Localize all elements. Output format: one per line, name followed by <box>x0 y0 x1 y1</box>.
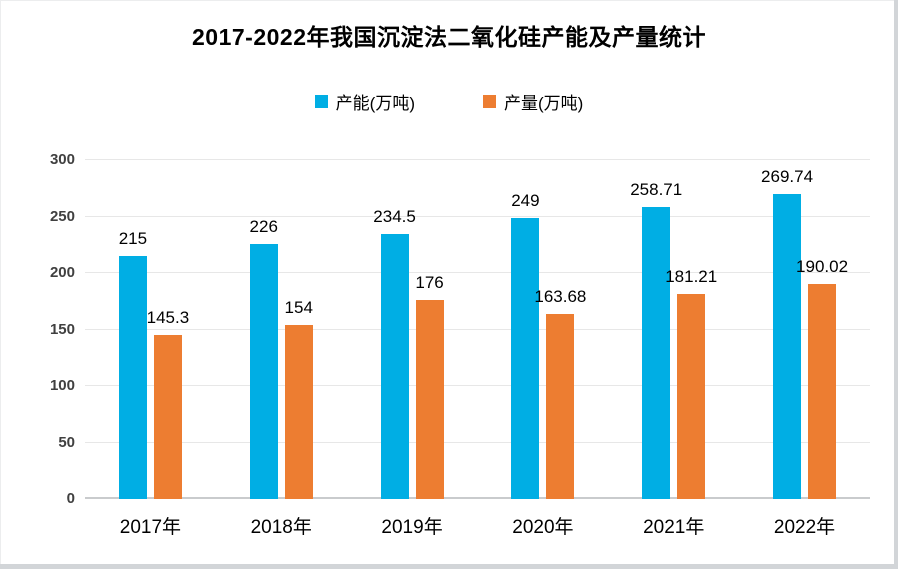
x-tick-label: 2017年 <box>119 517 182 538</box>
output-value-label: 181.21 <box>665 267 718 287</box>
output-bar-slot: 154 <box>285 160 313 499</box>
output-bar-slot: 190.02 <box>796 160 848 499</box>
output-value-label: 176 <box>415 273 444 293</box>
y-tick-label: 50 <box>58 433 75 451</box>
capacity-bar-slot: 269.74 <box>761 160 813 499</box>
capacity-value-label: 226 <box>249 216 278 236</box>
gridline <box>85 159 870 160</box>
y-tick-label: 300 <box>49 151 75 168</box>
legend: 产能(万吨) 产量(万吨) <box>0 89 898 114</box>
y-tick-label: 250 <box>49 207 75 225</box>
bar-group-0: 215 145.3 <box>85 160 216 499</box>
capacity-value-label: 269.74 <box>761 167 814 187</box>
capacity-bar-5 <box>773 194 802 499</box>
capacity-bar-0 <box>118 256 147 499</box>
capacity-bar-slot: 215 <box>119 160 147 499</box>
gridline <box>85 441 870 443</box>
bar-group-4: 258.71 181.21 <box>608 160 739 499</box>
bar-group-3: 249 163.68 <box>477 160 608 499</box>
capacity-legend-swatch-icon <box>314 95 328 108</box>
gridline <box>85 215 870 217</box>
capacity-bar-1 <box>249 243 278 499</box>
bar-group-1: 226 154 <box>216 160 347 499</box>
output-bar-4 <box>677 294 706 499</box>
legend-label-capacity: 产能(万吨) <box>335 94 415 113</box>
legend-item-output: 产量(万吨) <box>483 89 583 114</box>
capacity-bar-3 <box>511 217 540 499</box>
bar-groups: 215 145.3 226 154 234.5 176 249 163.68 258.71 181… <box>85 160 870 499</box>
y-tick-label: 200 <box>49 264 75 282</box>
capacity-value-label: 258.71 <box>630 179 683 199</box>
x-tick-label: 2021年 <box>643 517 705 538</box>
plot-area: 215 145.3 226 154 234.5 176 249 163.68 258.71 181… <box>85 159 870 499</box>
capacity-value-label: 234.5 <box>373 207 416 227</box>
capacity-bar-slot: 226 <box>250 160 278 499</box>
x-tick-label: 2018年 <box>250 517 312 538</box>
legend-item-capacity: 产能(万吨) <box>314 89 415 114</box>
output-bar-2 <box>415 300 444 499</box>
output-bar-slot: 176 <box>415 160 444 499</box>
x-axis-line <box>85 497 870 499</box>
y-tick-label: 100 <box>49 377 75 395</box>
y-axis-labels: 0 50 100 150 200 250 300 <box>18 151 75 507</box>
capacity-bar-slot: 258.71 <box>630 160 682 499</box>
capacity-value-label: 215 <box>118 229 148 249</box>
capacity-value-label: 249 <box>511 190 540 210</box>
output-bar-slot: 181.21 <box>665 160 717 499</box>
legend-label-output: 产量(万吨) <box>504 94 584 113</box>
capacity-bar-slot: 234.5 <box>373 160 416 499</box>
y-tick-label: 0 <box>66 490 75 507</box>
gridline <box>85 385 870 386</box>
output-bar-5 <box>808 284 837 499</box>
bar-group-2: 234.5 176 <box>347 160 478 499</box>
output-value-label: 154 <box>284 297 313 317</box>
output-legend-swatch-icon <box>483 95 496 108</box>
chart-title: 2017-2022年我国沉淀法二氧化硅产能及产量统计 <box>192 24 706 50</box>
bar-area: 215 145.3 226 154 234.5 176 249 163.68 258.71 181… <box>85 160 870 499</box>
output-value-label: 163.68 <box>534 287 587 307</box>
gridline <box>85 328 870 330</box>
gridline <box>85 272 870 273</box>
output-value-label: 145.3 <box>146 307 190 327</box>
output-bar-3 <box>546 314 575 499</box>
output-bar-slot: 163.68 <box>534 160 586 499</box>
x-axis-labels: 2017年 2018年 2019年 2020年 2021年 2022年 <box>85 512 870 539</box>
capacity-bar-slot: 249 <box>511 160 540 499</box>
capacity-bar-4 <box>642 206 671 499</box>
x-tick-label: 2022年 <box>773 517 836 538</box>
y-tick-label: 150 <box>49 320 75 338</box>
output-bar-1 <box>284 324 313 499</box>
bar-group-5: 269.74 190.02 <box>739 160 870 499</box>
x-tick-label: 2020年 <box>512 517 574 538</box>
output-bar-0 <box>153 334 182 499</box>
x-tick-label: 2019年 <box>381 517 443 538</box>
output-bar-slot: 145.3 <box>147 160 189 499</box>
output-value-label: 190.02 <box>796 257 849 277</box>
capacity-bar-2 <box>380 234 409 499</box>
